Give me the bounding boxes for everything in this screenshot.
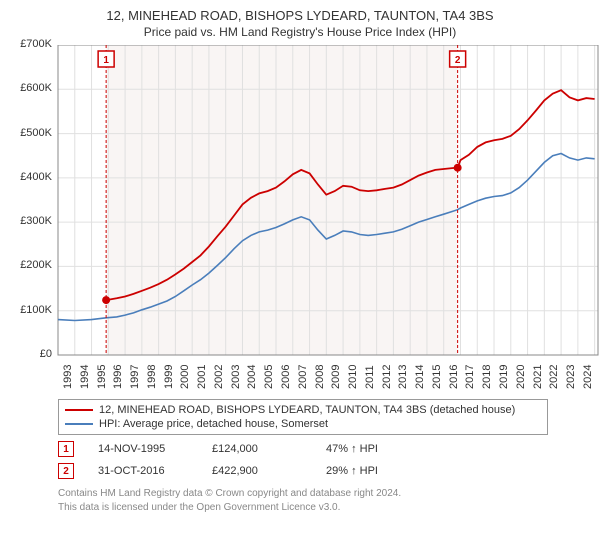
x-tick-label: 2013 (397, 365, 409, 389)
legend-swatch-property (65, 409, 93, 411)
chart-svg: 12 (10, 45, 600, 393)
x-tick-label: 1997 (129, 365, 141, 389)
legend: 12, MINEHEAD ROAD, BISHOPS LYDEARD, TAUN… (58, 399, 548, 435)
x-tick-label: 1993 (62, 365, 74, 389)
y-tick-label: £200K (10, 259, 52, 271)
x-tick-label: 1999 (163, 365, 175, 389)
x-tick-label: 1995 (96, 365, 108, 389)
x-tick-label: 2014 (414, 365, 426, 389)
y-tick-label: £400K (10, 171, 52, 183)
y-tick-label: £300K (10, 215, 52, 227)
footer-line-1: Contains HM Land Registry data © Crown c… (58, 487, 590, 501)
x-tick-label: 2002 (213, 365, 225, 389)
x-tick-label: 2000 (179, 365, 191, 389)
sales-list: 1 14-NOV-1995 £124,000 47% ↑ HPI 2 31-OCT-201… (10, 441, 590, 479)
x-tick-label: 2010 (347, 365, 359, 389)
svg-text:2: 2 (455, 55, 461, 66)
x-tick-label: 2006 (280, 365, 292, 389)
x-tick-label: 2005 (263, 365, 275, 389)
svg-text:1: 1 (103, 55, 109, 66)
x-tick-label: 1994 (79, 365, 91, 389)
x-tick-label: 1998 (146, 365, 158, 389)
sale-marker-icon: 2 (58, 463, 74, 479)
legend-swatch-hpi (65, 423, 93, 425)
x-tick-label: 2023 (565, 365, 577, 389)
footer-line-2: This data is licensed under the Open Gov… (58, 501, 590, 515)
chart-plot-area: 12 £0£100K£200K£300K£400K£500K£600K£700K… (10, 45, 590, 393)
sale-date: 14-NOV-1995 (98, 443, 188, 455)
chart-container: 12, MINEHEAD ROAD, BISHOPS LYDEARD, TAUN… (0, 0, 600, 560)
sale-row: 2 31-OCT-2016 £422,900 29% ↑ HPI (58, 463, 590, 479)
y-tick-label: £600K (10, 82, 52, 94)
x-tick-label: 2016 (448, 365, 460, 389)
chart-subtitle: Price paid vs. HM Land Registry's House … (10, 25, 590, 39)
legend-label-hpi: HPI: Average price, detached house, Some… (99, 418, 328, 430)
x-tick-label: 2020 (515, 365, 527, 389)
x-tick-label: 2008 (314, 365, 326, 389)
x-tick-label: 2021 (532, 365, 544, 389)
x-tick-label: 2017 (464, 365, 476, 389)
sale-price: £124,000 (212, 443, 302, 455)
sale-price: £422,900 (212, 465, 302, 477)
x-tick-label: 2019 (498, 365, 510, 389)
sale-marker-icon: 1 (58, 441, 74, 457)
x-tick-label: 2024 (582, 365, 594, 389)
legend-label-property: 12, MINEHEAD ROAD, BISHOPS LYDEARD, TAUN… (99, 404, 515, 416)
sale-date: 31-OCT-2016 (98, 465, 188, 477)
x-tick-label: 2018 (481, 365, 493, 389)
sale-hpi-diff: 47% ↑ HPI (326, 443, 406, 455)
x-tick-label: 2007 (297, 365, 309, 389)
x-tick-label: 2004 (246, 365, 258, 389)
sale-row: 1 14-NOV-1995 £124,000 47% ↑ HPI (58, 441, 590, 457)
y-tick-label: £700K (10, 38, 52, 50)
legend-row-hpi: HPI: Average price, detached house, Some… (65, 417, 541, 431)
x-tick-label: 2022 (548, 365, 560, 389)
y-tick-label: £100K (10, 304, 52, 316)
x-tick-label: 2003 (230, 365, 242, 389)
legend-row-property: 12, MINEHEAD ROAD, BISHOPS LYDEARD, TAUN… (65, 403, 541, 417)
x-tick-label: 2015 (431, 365, 443, 389)
x-tick-label: 1996 (112, 365, 124, 389)
sale-hpi-diff: 29% ↑ HPI (326, 465, 406, 477)
x-tick-label: 2009 (330, 365, 342, 389)
x-tick-label: 2001 (196, 365, 208, 389)
x-tick-label: 2011 (364, 365, 376, 389)
y-tick-label: £500K (10, 127, 52, 139)
x-tick-label: 2012 (381, 365, 393, 389)
y-tick-label: £0 (10, 348, 52, 360)
chart-title: 12, MINEHEAD ROAD, BISHOPS LYDEARD, TAUN… (10, 8, 590, 23)
footer-attribution: Contains HM Land Registry data © Crown c… (58, 487, 590, 514)
